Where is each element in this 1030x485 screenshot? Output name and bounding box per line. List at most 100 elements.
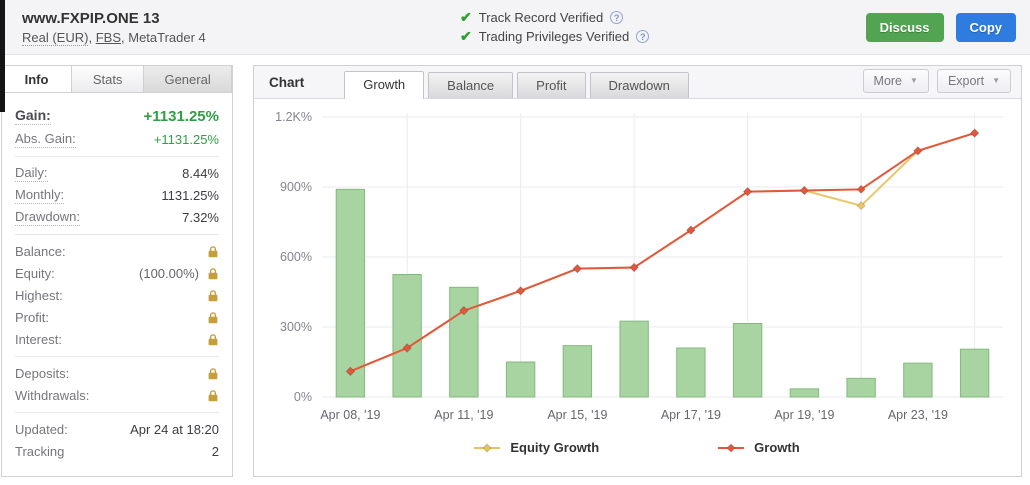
- more-button[interactable]: More ▼: [862, 69, 929, 93]
- info-row-balance: Balance:: [15, 240, 219, 262]
- legend-item-equity-growth[interactable]: Equity Growth: [473, 440, 599, 455]
- y-axis-tick: 600%: [280, 250, 312, 264]
- info-label[interactable]: Monthly:: [15, 186, 65, 204]
- account-type[interactable]: Real (EUR): [22, 29, 89, 46]
- help-icon[interactable]: ?: [636, 30, 650, 43]
- chart-header-buttons: More ▼ Export ▼: [862, 69, 1011, 93]
- separator: ,: [88, 29, 96, 45]
- info-tab-info[interactable]: Info: [2, 66, 73, 92]
- info-value-wrap: [207, 367, 219, 380]
- bar-9: [846, 377, 876, 398]
- point-growth-5: [629, 262, 639, 273]
- chart-panel-title: Chart: [269, 75, 305, 90]
- y-axis-tick: 900%: [280, 180, 312, 194]
- chart-tab-growth[interactable]: Growth: [344, 71, 425, 99]
- info-section: Daily: 8.44% Monthly: 1131.25% Drawdown: 7.32…: [15, 157, 219, 235]
- platform-label: MetaTrader 4: [128, 29, 206, 45]
- chevron-down-icon: ▼: [992, 76, 1000, 85]
- legend-marker-icon: [474, 442, 501, 453]
- line-equity-growth: [349, 132, 975, 373]
- info-value-wrap: [207, 311, 219, 324]
- info-row-equity: Equity: (100.00%): [15, 262, 219, 284]
- separator: ,: [121, 29, 129, 45]
- info-value: (100.00%): [139, 265, 199, 281]
- x-axis-tick: Apr 11, '19: [434, 408, 493, 422]
- screenshot-edge-artifact: [0, 0, 5, 112]
- info-row-deposits: Deposits:: [15, 362, 219, 384]
- info-value-wrap: 8.44%: [182, 166, 219, 181]
- info-label: Profit:: [15, 309, 49, 325]
- info-value: +1131.25%: [153, 131, 219, 147]
- main-content: Info Stats General Gain: +1131.25% Abs. Gain…: [0, 55, 1030, 477]
- info-row-highest: Highest:: [15, 284, 219, 306]
- legend-item-growth[interactable]: Growth: [717, 440, 800, 455]
- info-tab-general[interactable]: General: [144, 66, 233, 92]
- bar-5: [619, 320, 649, 398]
- y-axis-tick: 300%: [280, 320, 312, 334]
- info-value-wrap: 2: [212, 444, 219, 459]
- info-label[interactable]: Gain:: [15, 107, 51, 125]
- account-identity: www.FXPIP.ONE 13 Real (EUR), FBS, MetaTr…: [22, 9, 460, 46]
- export-button[interactable]: Export ▼: [936, 69, 1011, 93]
- info-label: Highest:: [15, 287, 63, 303]
- info-label: Deposits:: [15, 365, 70, 381]
- info-value: 7.32%: [182, 209, 219, 225]
- info-row-interest: Interest:: [15, 328, 219, 350]
- header-actions: Discuss Copy: [865, 12, 1016, 42]
- lock-icon: [208, 389, 218, 401]
- info-section: Updated: Apr 24 at 18:20 Tracking 2: [15, 413, 219, 468]
- info-row-updated: Updated: Apr 24 at 18:20: [15, 418, 219, 440]
- info-value: Apr 24 at 18:20: [130, 421, 219, 437]
- legend-label: Equity Growth: [510, 440, 600, 455]
- info-label[interactable]: Abs. Gain:: [15, 130, 76, 148]
- verification-label: Trading Privileges Verified: [478, 29, 630, 44]
- y-axis-tick: 1.2K%: [275, 110, 312, 124]
- x-axis-tick: Apr 08, '19: [320, 408, 380, 422]
- point-equity-growth-9: [856, 200, 866, 211]
- info-value: 1131.25%: [161, 187, 219, 203]
- help-icon[interactable]: ?: [610, 11, 624, 24]
- point-growth-3: [515, 286, 526, 296]
- info-value-wrap: [207, 333, 219, 346]
- account-title: www.FXPIP.ONE 13: [22, 9, 160, 27]
- chart-tab-profit[interactable]: Profit: [517, 72, 586, 98]
- chart-tab-drawdown[interactable]: Drawdown: [589, 72, 689, 98]
- x-axis-tick: Apr 17, '19: [661, 408, 721, 422]
- info-label: Tracking: [15, 443, 65, 459]
- info-section: Balance: Equity: (100.00%) Highest: Profit: I…: [15, 235, 219, 357]
- y-axis-tick: 0%: [294, 390, 312, 404]
- verification-block: ✔ Track Record Verified ? ✔ Trading Priv…: [460, 10, 866, 44]
- info-panel-tabs: Info Stats General: [2, 66, 233, 93]
- export-label: Export: [947, 74, 985, 88]
- bar-2: [449, 286, 479, 398]
- lock-icon: [208, 267, 218, 279]
- info-label[interactable]: Drawdown:: [15, 208, 81, 226]
- info-row-gain: Gain: +1131.25%: [15, 104, 219, 128]
- track-record-verified-row: ✔ Track Record Verified ?: [460, 10, 866, 25]
- point-growth-10: [913, 146, 923, 156]
- x-axis-tick: Apr 19, '19: [774, 408, 834, 422]
- copy-button[interactable]: Copy: [955, 12, 1016, 42]
- info-label[interactable]: Daily:: [15, 164, 48, 182]
- info-tab-stats[interactable]: Stats: [72, 66, 145, 92]
- checkmark-icon: ✔: [460, 28, 472, 44]
- growth-chart: 0% 300% 600% 900% 1.2K% Apr 08, '19 Apr 11, '1…: [275, 110, 1003, 422]
- info-label: Equity:: [15, 265, 55, 281]
- info-value-wrap: Apr 24 at 18:20: [130, 422, 219, 437]
- info-row-drawdown: Drawdown: 7.32%: [15, 206, 219, 228]
- checkmark-icon: ✔: [460, 9, 472, 25]
- info-row-daily: Daily: 8.44%: [15, 162, 219, 184]
- info-value-wrap: 1131.25%: [161, 188, 219, 203]
- bar-7: [732, 323, 763, 398]
- point-growth-4: [572, 263, 583, 274]
- info-label: Interest:: [15, 331, 62, 347]
- info-row-monthly: Monthly: 1131.25%: [15, 184, 219, 206]
- discuss-button[interactable]: Discuss: [865, 12, 944, 42]
- legend-label: Growth: [754, 440, 800, 455]
- chart-body: 0% 300% 600% 900% 1.2K% Apr 08, '19 Apr 11, '1…: [254, 99, 1021, 476]
- info-value: +1131.25%: [143, 107, 220, 125]
- info-section: Deposits: Withdrawals:: [15, 357, 219, 413]
- point-growth-8: [799, 185, 810, 196]
- chart-tab-balance[interactable]: Balance: [428, 72, 514, 98]
- broker-link[interactable]: FBS: [95, 29, 121, 45]
